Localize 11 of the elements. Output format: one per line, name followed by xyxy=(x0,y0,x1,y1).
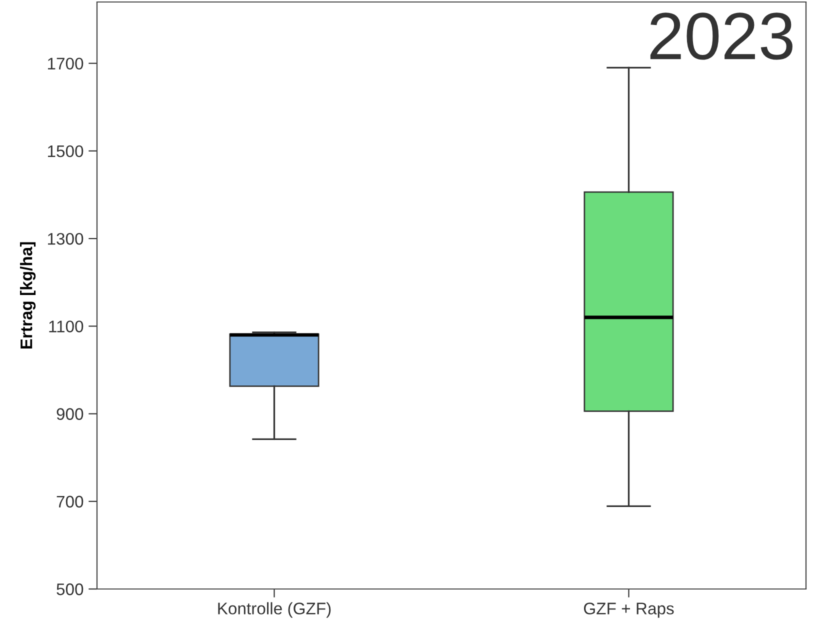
y-tick-label: 1700 xyxy=(48,58,84,70)
x-tick-label: Kontrolle (GZF) xyxy=(218,602,331,618)
x-tick-label: GZF + Raps xyxy=(584,602,674,618)
y-axis-title: Ertrag [kg/ha] xyxy=(20,242,36,349)
y-tick-label: 1100 xyxy=(49,320,84,332)
y-tick-label: 1300 xyxy=(48,232,84,245)
y-tick-label: 900 xyxy=(56,408,84,420)
y-tick-label: 500 xyxy=(56,583,84,596)
y-tick-label: 700 xyxy=(56,496,84,508)
y-tick-label: 1500 xyxy=(48,145,84,158)
annotation: 2023 xyxy=(650,12,792,60)
